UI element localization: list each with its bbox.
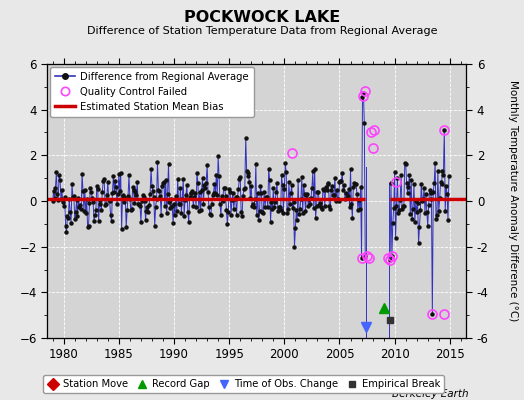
Text: Difference of Station Temperature Data from Regional Average: Difference of Station Temperature Data f…: [87, 26, 437, 36]
Legend: Difference from Regional Average, Quality Control Failed, Estimated Station Mean: Difference from Regional Average, Qualit…: [50, 67, 254, 117]
Text: POCKWOCK LAKE: POCKWOCK LAKE: [184, 10, 340, 25]
Text: Berkeley Earth: Berkeley Earth: [392, 389, 469, 399]
Y-axis label: Monthly Temperature Anomaly Difference (°C): Monthly Temperature Anomaly Difference (…: [508, 80, 518, 322]
Legend: Station Move, Record Gap, Time of Obs. Change, Empirical Break: Station Move, Record Gap, Time of Obs. C…: [43, 375, 444, 393]
